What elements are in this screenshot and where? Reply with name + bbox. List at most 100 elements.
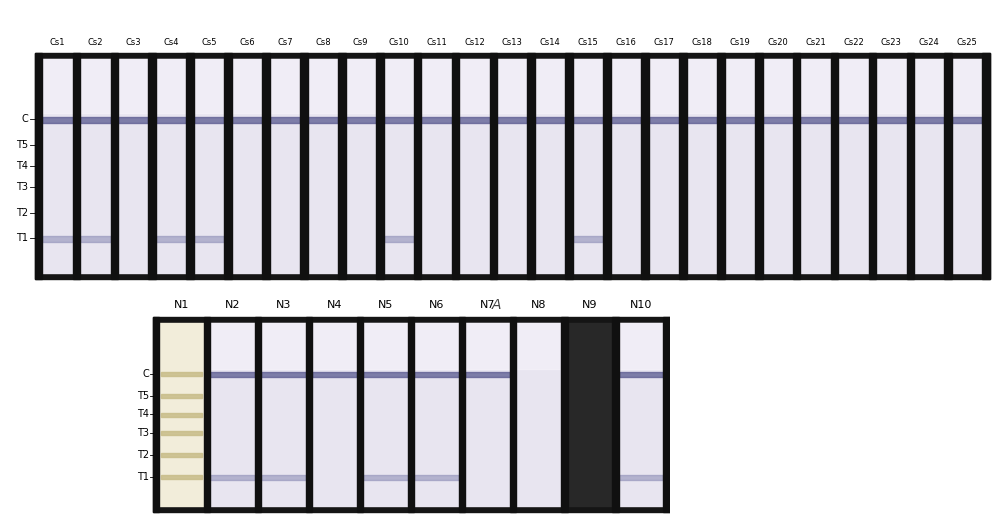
Bar — [561, 317, 567, 512]
Bar — [261, 475, 307, 480]
Bar — [204, 317, 210, 512]
Text: Cs2: Cs2 — [87, 38, 103, 47]
Bar — [565, 53, 573, 279]
Bar — [517, 323, 561, 506]
Bar — [619, 323, 664, 369]
Bar — [793, 53, 801, 279]
Bar — [876, 116, 907, 123]
Text: T3: T3 — [16, 182, 28, 192]
Bar — [422, 116, 451, 123]
Bar — [312, 372, 357, 377]
Bar — [345, 60, 376, 272]
Bar — [415, 323, 459, 506]
Bar — [459, 116, 490, 123]
Text: Cs10: Cs10 — [388, 38, 409, 47]
Bar — [153, 317, 670, 512]
Bar — [80, 60, 110, 272]
Bar — [801, 60, 830, 113]
Text: N2: N2 — [225, 300, 240, 310]
Text: Cs6: Cs6 — [239, 38, 255, 47]
Bar — [261, 323, 307, 506]
Text: N3: N3 — [276, 300, 292, 310]
Bar — [465, 323, 510, 506]
Bar — [80, 116, 110, 123]
Bar — [162, 373, 201, 376]
Bar — [415, 323, 459, 369]
Bar — [490, 53, 497, 279]
Bar — [308, 60, 338, 113]
Text: Cs14: Cs14 — [540, 38, 560, 47]
Bar — [876, 60, 907, 272]
Bar — [194, 60, 224, 272]
Bar — [801, 116, 830, 123]
Text: Cs20: Cs20 — [768, 38, 788, 47]
Bar — [763, 60, 793, 113]
Text: Cs13: Cs13 — [502, 38, 523, 47]
Bar — [35, 53, 990, 279]
Text: Cs4: Cs4 — [164, 38, 179, 47]
Bar — [384, 116, 414, 123]
Bar — [686, 60, 717, 113]
Bar — [118, 60, 149, 272]
Text: N5: N5 — [378, 300, 394, 310]
Bar — [156, 60, 186, 272]
Bar — [915, 60, 944, 272]
Bar — [497, 60, 528, 113]
Bar — [680, 53, 686, 279]
Bar — [194, 116, 224, 123]
Bar — [510, 317, 517, 512]
Text: N6: N6 — [430, 300, 444, 310]
Bar — [408, 317, 415, 512]
Bar — [35, 53, 43, 279]
Bar — [725, 60, 755, 113]
Bar — [573, 116, 603, 123]
Bar — [308, 116, 338, 123]
Bar — [156, 116, 186, 123]
Text: N7: N7 — [480, 300, 496, 310]
Bar — [118, 60, 149, 113]
Text: Cs8: Cs8 — [315, 38, 330, 47]
Bar — [43, 60, 72, 272]
Bar — [363, 372, 408, 377]
Bar — [465, 323, 510, 369]
Bar — [210, 372, 255, 377]
Bar — [162, 394, 201, 398]
Text: N9: N9 — [582, 300, 598, 310]
Bar — [573, 60, 603, 272]
Text: Cs3: Cs3 — [126, 38, 141, 47]
Bar — [162, 453, 201, 457]
Bar — [528, 53, 535, 279]
Text: Cs1: Cs1 — [50, 38, 65, 47]
Bar — [619, 475, 664, 480]
Bar — [357, 317, 363, 512]
Bar — [535, 60, 565, 113]
Bar — [573, 236, 603, 241]
Bar — [649, 60, 680, 272]
Text: T1: T1 — [137, 472, 149, 482]
Bar — [801, 60, 830, 272]
Bar — [194, 236, 224, 241]
Bar — [308, 60, 338, 272]
Bar — [497, 60, 528, 272]
Text: T4: T4 — [137, 409, 149, 419]
Bar — [649, 116, 680, 123]
Bar — [876, 60, 907, 113]
Bar — [149, 53, 156, 279]
Bar — [725, 116, 755, 123]
Bar — [573, 60, 603, 113]
Text: T2: T2 — [16, 208, 28, 218]
Bar — [952, 60, 982, 113]
Bar — [619, 372, 664, 377]
Text: Cs18: Cs18 — [691, 38, 712, 47]
Bar — [232, 116, 262, 123]
Text: T2: T2 — [137, 450, 149, 460]
Bar — [686, 116, 717, 123]
Bar — [838, 60, 869, 272]
Text: Cs19: Cs19 — [729, 38, 750, 47]
Bar — [80, 60, 110, 113]
Bar — [915, 116, 944, 123]
Text: N1: N1 — [174, 300, 189, 310]
Bar — [944, 53, 952, 279]
Bar — [72, 53, 80, 279]
Bar — [641, 53, 649, 279]
